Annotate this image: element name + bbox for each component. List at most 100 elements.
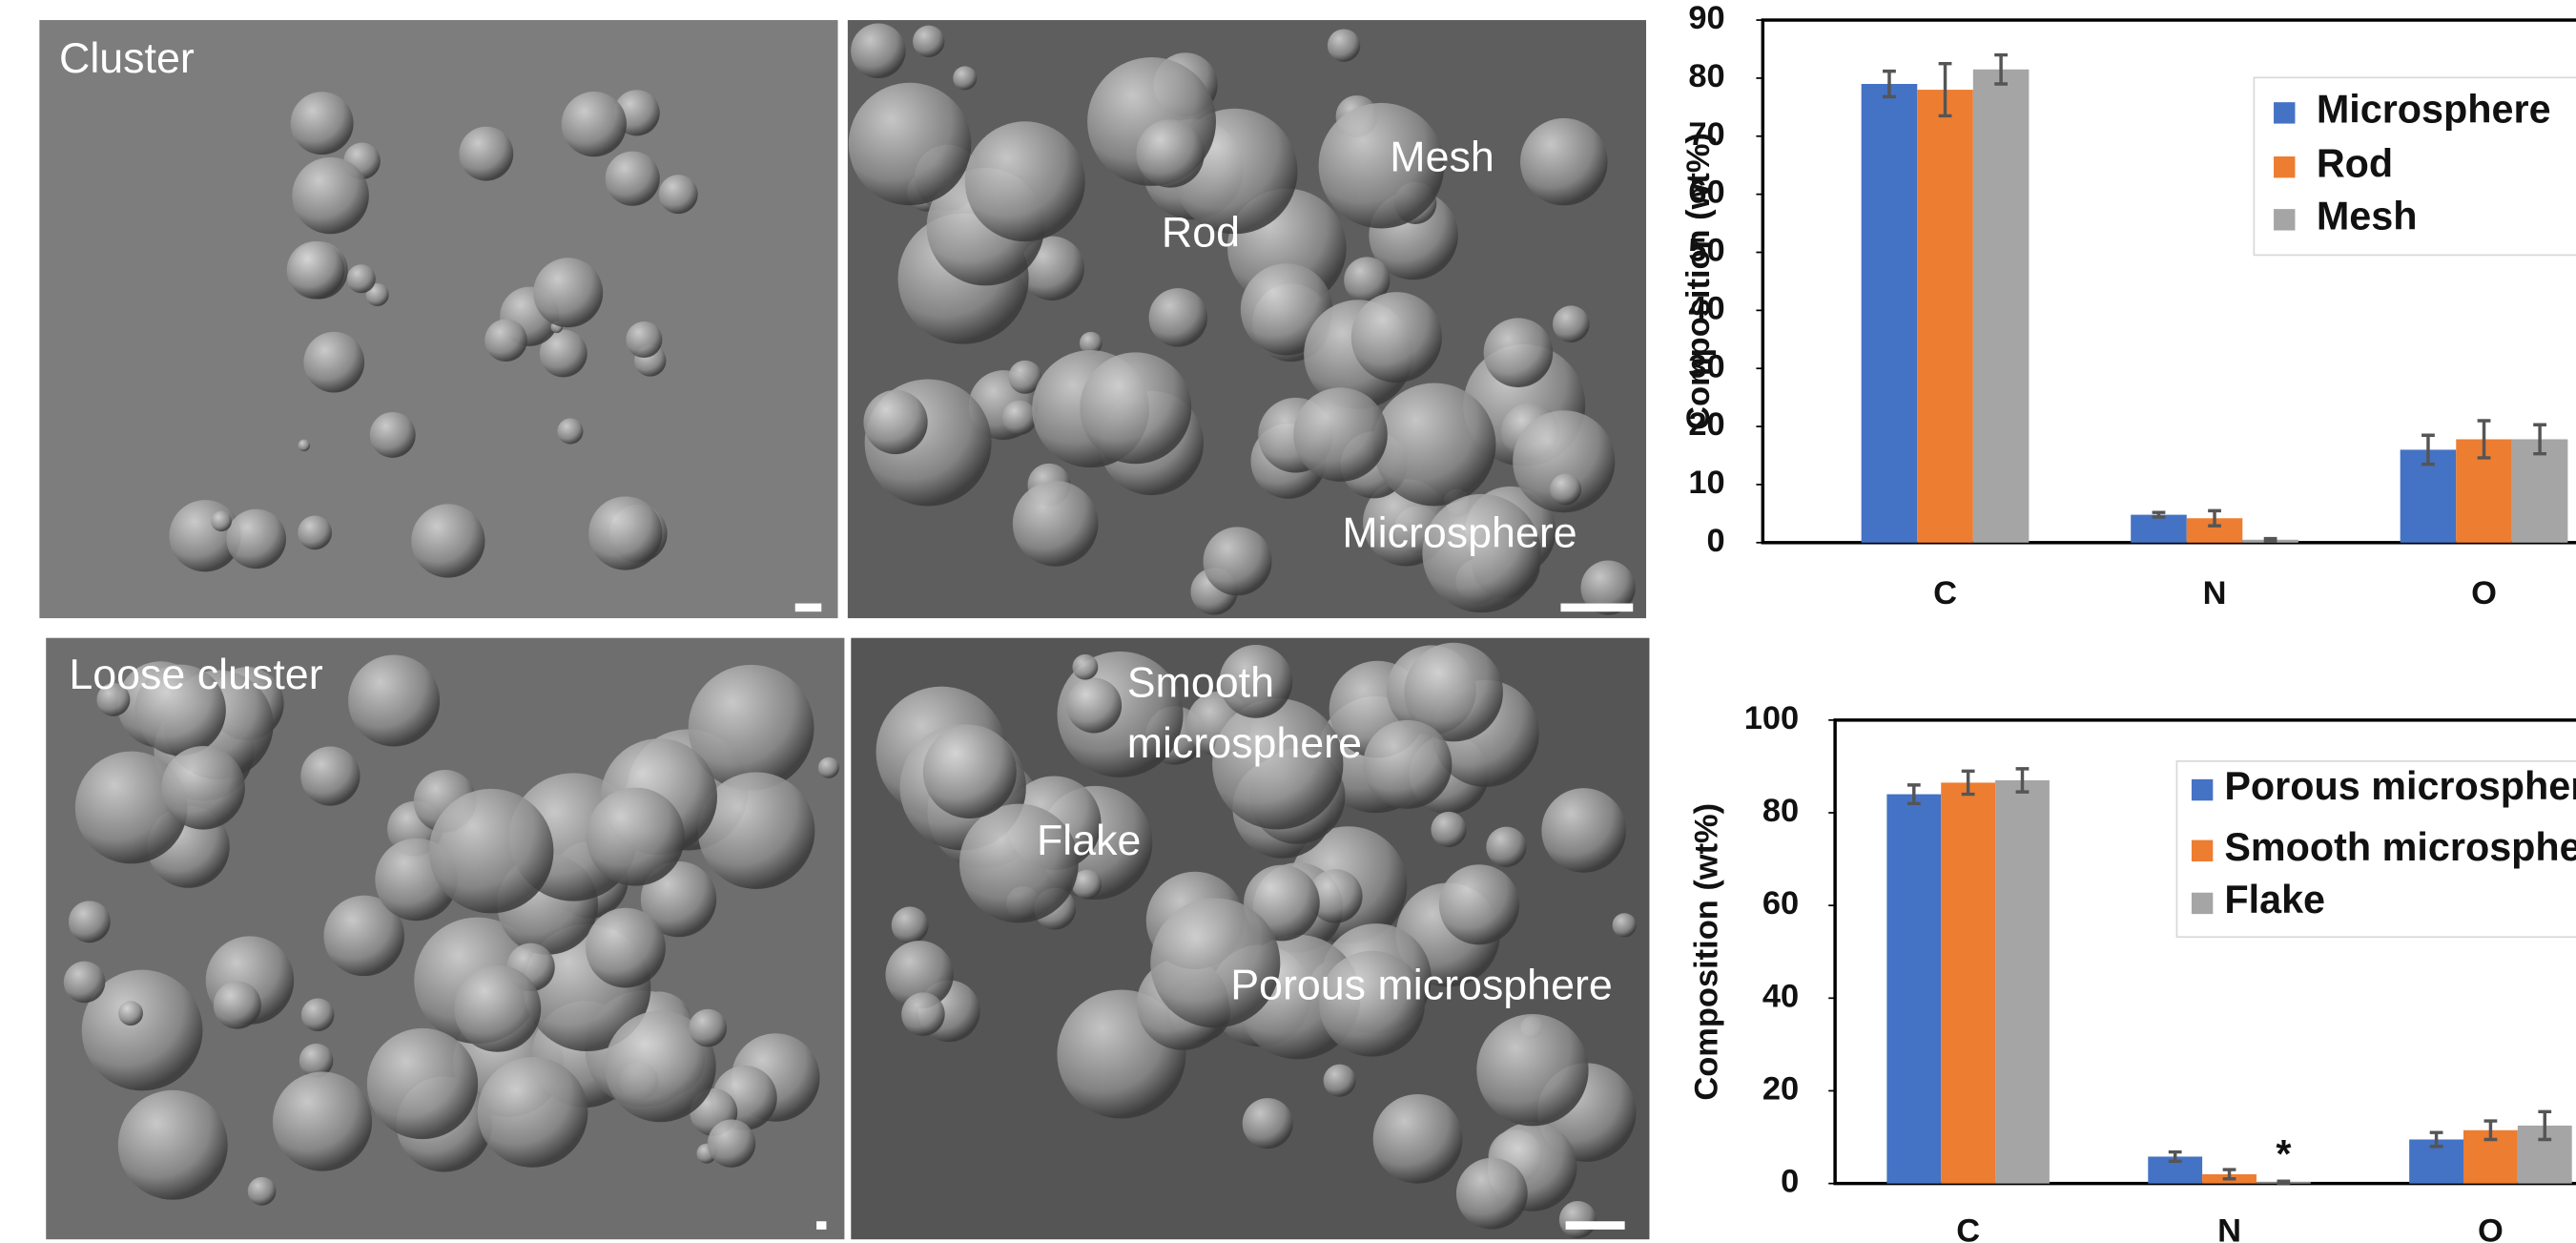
x-tick-label: C [1956, 1212, 1980, 1243]
particle [689, 1009, 727, 1047]
scale-bar [795, 604, 822, 612]
error-bar [2264, 539, 2277, 541]
particle [1324, 1065, 1356, 1097]
particle [901, 992, 944, 1035]
annotation: Flake [1037, 817, 1141, 864]
legend-label: Flake [2224, 878, 2325, 922]
particle [348, 654, 440, 746]
particle [161, 746, 245, 830]
particle [226, 509, 286, 570]
particle [1066, 678, 1122, 734]
particle [291, 92, 354, 155]
legend-swatch [2274, 209, 2295, 230]
particle [708, 1119, 755, 1167]
annotation: Mesh [1390, 133, 1494, 180]
annotation: Rod [1162, 209, 1240, 257]
legend-swatch [2192, 840, 2213, 861]
particle [626, 321, 662, 358]
scale-bar [816, 1221, 826, 1230]
bar [1941, 782, 1995, 1183]
bar [1995, 780, 2050, 1184]
particle [606, 152, 660, 206]
particle [923, 725, 1017, 818]
y-tick-label: 80 [1688, 58, 1724, 94]
particle [562, 92, 627, 156]
particle [587, 788, 685, 886]
y-tick-label: 100 [1744, 700, 1799, 736]
particle [659, 175, 698, 214]
legend-label: Rod [2317, 141, 2393, 185]
legend-label: Mesh [2317, 194, 2418, 238]
particle [818, 757, 839, 778]
bar [1973, 70, 2030, 543]
particle [370, 412, 416, 458]
y-tick-label: 80 [1762, 793, 1799, 829]
x-tick-label: N [2217, 1212, 2241, 1243]
particle [478, 1057, 588, 1168]
particle [1351, 292, 1442, 383]
particle [1476, 1014, 1588, 1126]
particle [411, 504, 484, 577]
particle [214, 982, 261, 1029]
legend-swatch [2274, 156, 2295, 177]
y-tick-label: 20 [1762, 1071, 1799, 1108]
particle [484, 319, 527, 362]
scale-bar [1560, 604, 1633, 612]
x-tick-label: O [2471, 575, 2497, 611]
particle [1484, 318, 1554, 387]
particle [1372, 383, 1495, 507]
particle [965, 121, 1085, 241]
particle [913, 26, 944, 57]
particle [1520, 118, 1608, 206]
particle [1541, 788, 1626, 873]
particle [953, 66, 977, 90]
panel-label: Loose cluster [69, 651, 322, 698]
particle [1456, 1158, 1528, 1230]
particle [273, 1072, 372, 1171]
particle [292, 157, 368, 234]
y-tick-label: 0 [1781, 1164, 1799, 1200]
particle [1431, 812, 1466, 847]
y-axis-label: Composition (wt%) [1680, 133, 1717, 430]
y-tick-label: 0 [1707, 523, 1725, 559]
particle [118, 1001, 143, 1025]
bar [1917, 90, 1973, 543]
particle [299, 440, 310, 451]
particle [1243, 1098, 1293, 1149]
particle [533, 258, 603, 327]
annotation: microsphere [1127, 719, 1362, 767]
legend-swatch [2274, 102, 2295, 123]
legend-label: Microsphere [2317, 87, 2551, 131]
annotation: Microsphere [1342, 509, 1577, 557]
particle [588, 496, 662, 570]
particle [1486, 827, 1526, 867]
particle [287, 241, 345, 300]
y-tick-label: 60 [1762, 885, 1799, 922]
legend-label: Smooth microspher [2224, 825, 2576, 869]
figure: Cluster Rod Mesh Microsphere Loose clust… [0, 0, 2576, 1243]
particle [459, 127, 513, 181]
particle [301, 999, 335, 1032]
particle [863, 390, 927, 454]
particle [1072, 654, 1098, 680]
particle [1002, 401, 1037, 435]
x-tick-label: N [2203, 575, 2227, 611]
error-bar [2277, 1181, 2290, 1183]
particle [1363, 720, 1452, 809]
particle [69, 901, 111, 943]
y-tick-label: 10 [1688, 465, 1724, 501]
particle [429, 789, 554, 914]
particle [298, 516, 332, 550]
particle [851, 24, 906, 79]
x-tick-label: C [1933, 575, 1957, 611]
y-tick-label: 90 [1688, 0, 1724, 36]
particle [1136, 119, 1205, 188]
particle [1439, 864, 1519, 944]
particle [1013, 481, 1099, 567]
legend-label: Porous microspher [2224, 764, 2576, 808]
particle [303, 332, 364, 393]
panel-label: Cluster [59, 34, 195, 82]
particle [454, 965, 541, 1052]
particle [892, 906, 929, 943]
bar [1862, 84, 1918, 543]
